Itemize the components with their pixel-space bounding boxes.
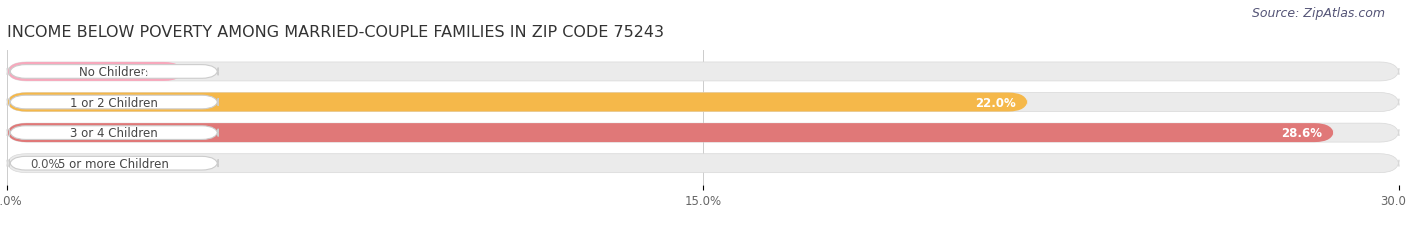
FancyBboxPatch shape [10,126,218,140]
FancyBboxPatch shape [7,154,1399,173]
FancyBboxPatch shape [7,93,1399,112]
FancyBboxPatch shape [10,157,218,170]
FancyBboxPatch shape [10,96,218,109]
Text: 3 or 4 Children: 3 or 4 Children [70,127,157,140]
FancyBboxPatch shape [7,63,183,82]
FancyBboxPatch shape [7,124,1399,143]
Text: 0.0%: 0.0% [31,157,60,170]
FancyBboxPatch shape [7,63,1399,82]
FancyBboxPatch shape [10,65,218,79]
Text: 5 or more Children: 5 or more Children [58,157,169,170]
Text: INCOME BELOW POVERTY AMONG MARRIED-COUPLE FAMILIES IN ZIP CODE 75243: INCOME BELOW POVERTY AMONG MARRIED-COUPL… [7,25,664,40]
Text: 22.0%: 22.0% [976,96,1017,109]
Text: Source: ZipAtlas.com: Source: ZipAtlas.com [1251,7,1385,20]
FancyBboxPatch shape [7,93,1028,112]
Text: 1 or 2 Children: 1 or 2 Children [70,96,157,109]
Text: 3.8%: 3.8% [139,66,172,79]
Text: 28.6%: 28.6% [1281,127,1323,140]
Text: No Children: No Children [79,66,148,79]
FancyBboxPatch shape [7,124,1334,143]
